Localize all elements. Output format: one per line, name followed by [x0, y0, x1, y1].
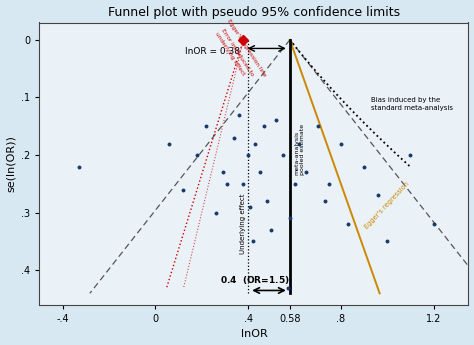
- Point: [230, 135, 238, 140]
- Y-axis label: se(ln(OR)): se(ln(OR)): [6, 135, 16, 192]
- Point: [337, 141, 345, 146]
- Point: [314, 124, 321, 129]
- Point: [286, 216, 294, 221]
- Text: Egger's regression line: Egger's regression line: [226, 18, 267, 77]
- Point: [321, 198, 328, 204]
- Point: [202, 124, 210, 129]
- Point: [360, 164, 368, 169]
- Point: [302, 169, 310, 175]
- Point: [267, 227, 275, 233]
- Point: [246, 204, 254, 210]
- Point: [326, 181, 333, 187]
- Point: [279, 152, 287, 158]
- Text: $\mathbf{0.4}$  (OR=1.5): $\mathbf{0.4}$ (OR=1.5): [220, 274, 290, 286]
- Point: [295, 141, 303, 146]
- Point: [249, 239, 256, 244]
- Point: [219, 169, 227, 175]
- Text: Egger's regression: Egger's regression: [364, 180, 411, 230]
- Point: [165, 141, 173, 146]
- Point: [235, 112, 243, 117]
- Text: Error introduced to
underlying effect: Error introduced to underlying effect: [215, 28, 254, 80]
- Text: Underlying effect: Underlying effect: [240, 194, 246, 254]
- Text: Bias induced by the
standard meta-analysis: Bias induced by the standard meta-analys…: [371, 97, 453, 111]
- Point: [284, 285, 292, 290]
- Point: [430, 221, 438, 227]
- Point: [244, 152, 252, 158]
- Point: [374, 193, 382, 198]
- Text: lnOR = 0.38: lnOR = 0.38: [185, 47, 240, 56]
- Text: meta-analysis
pooled estimate: meta-analysis pooled estimate: [294, 124, 305, 175]
- Title: Funnel plot with pseudo 95% confidence limits: Funnel plot with pseudo 95% confidence l…: [108, 6, 400, 19]
- Point: [263, 198, 271, 204]
- Point: [179, 187, 187, 193]
- Point: [75, 164, 82, 169]
- Point: [344, 221, 352, 227]
- Point: [240, 181, 247, 187]
- Point: [256, 169, 264, 175]
- Point: [272, 118, 280, 123]
- Point: [261, 124, 268, 129]
- Point: [407, 152, 414, 158]
- Point: [223, 181, 231, 187]
- X-axis label: lnOR: lnOR: [240, 329, 267, 339]
- Point: [212, 210, 219, 215]
- Point: [251, 141, 259, 146]
- Point: [291, 181, 298, 187]
- Point: [383, 239, 391, 244]
- Point: [193, 152, 201, 158]
